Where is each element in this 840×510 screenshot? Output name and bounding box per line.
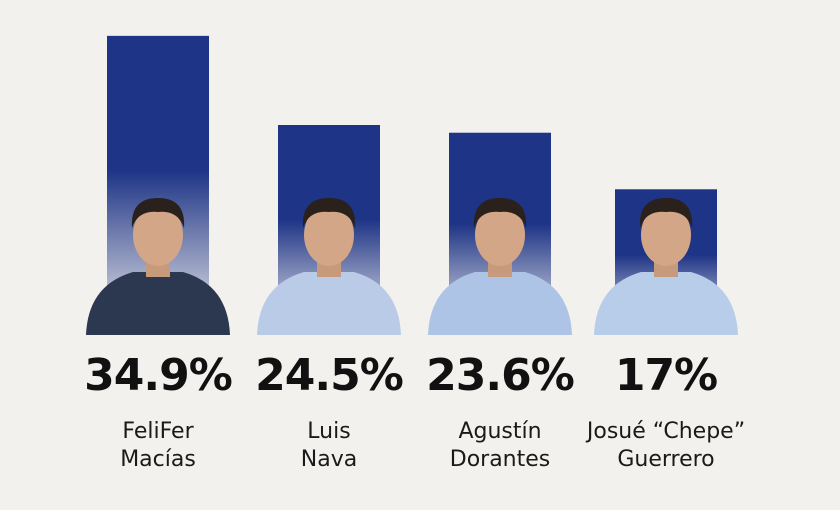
value-label: 17% (614, 350, 718, 401)
category-label: FeliFer Macías (120, 419, 196, 472)
value-label: 24.5% (255, 350, 404, 401)
portrait-head (475, 204, 525, 266)
portrait-hair (302, 198, 356, 228)
portrait-body (257, 272, 401, 335)
portrait-hair (639, 198, 693, 228)
category-label: Agustín Dorantes (449, 419, 551, 472)
portrait-head (133, 204, 183, 266)
portrait-hair (473, 198, 527, 228)
portrait-head (304, 204, 354, 266)
portrait-body (594, 272, 738, 335)
category-label: Josué “Chepe” Guerrero (586, 419, 746, 472)
portrait-body (428, 272, 572, 335)
value-label: 34.9% (84, 350, 233, 401)
value-label: 23.6% (426, 350, 575, 401)
category-label: Luis Nava (300, 419, 358, 472)
portrait-head (641, 204, 691, 266)
portrait-body (86, 272, 230, 335)
portrait-hair (131, 198, 185, 228)
